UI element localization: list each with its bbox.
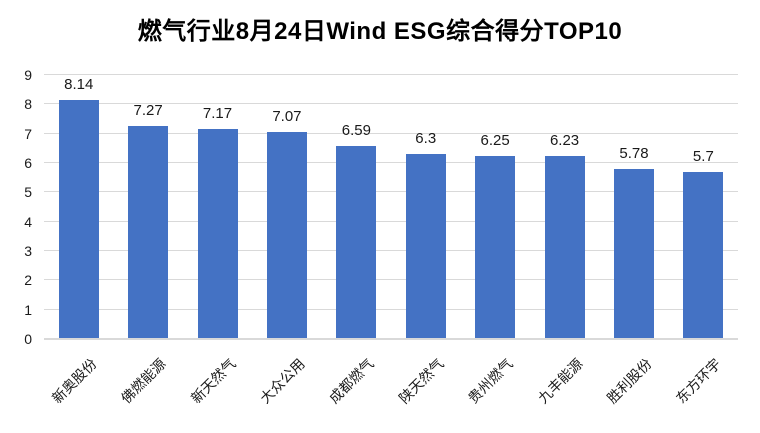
y-axis: 0 1 2 3 4 5 6 7 8 9 <box>0 67 36 347</box>
bar-value-label: 6.25 <box>480 131 510 149</box>
bar: 5.7 <box>683 148 724 339</box>
x-axis: 新奥股份 佛燃能源 新天然气 大众公用 成都燃气 陕天然气 贵州燃气 九丰能源 胜利股份 东方环宇 <box>44 339 738 433</box>
y-axis-label: 6 <box>24 155 32 171</box>
gridline <box>44 74 738 75</box>
bar-value-label: 8.14 <box>64 76 94 94</box>
y-axis-label: 2 <box>24 272 32 289</box>
x-axis-label: 陕天然气 <box>395 355 447 407</box>
x-axis-label: 新天然气 <box>187 355 239 407</box>
y-axis-label: 5 <box>24 184 32 201</box>
bar-value-label: 7.07 <box>272 107 302 125</box>
bar-slot: 8.14 <box>44 75 113 339</box>
y-axis-label: 1 <box>24 301 32 318</box>
bar-value-label: 6.23 <box>549 132 580 150</box>
y-axis-label: 4 <box>24 213 32 230</box>
bar: 6.3 <box>405 130 446 339</box>
x-axis-label: 成都燃气 <box>326 355 378 407</box>
gridline <box>44 279 738 281</box>
bar-slot: 6.59 <box>322 75 391 339</box>
bar: 6.23 <box>544 132 585 339</box>
gridline <box>44 250 738 251</box>
bar: 7.27 <box>128 102 169 339</box>
x-axis-label: 贵州燃气 <box>464 355 516 407</box>
plot-area: 8.14 7.27 7.17 7.07 6.59 6.3 6.25 6.23 5.78 5.7 <box>44 74 738 340</box>
bars: 8.14 7.27 7.17 7.07 6.59 6.3 6.25 6.23 5.78 5.7 <box>44 75 738 339</box>
y-axis-label: 7 <box>24 125 32 142</box>
bar-value-label: 6.3 <box>415 130 437 148</box>
bar: 8.14 <box>58 76 99 339</box>
gridlines <box>44 74 738 339</box>
gridline <box>44 162 738 163</box>
bar-slot: 6.23 <box>530 75 599 339</box>
bar: 7.17 <box>197 105 238 339</box>
chart-title: 燃气行业8月24日Wind ESG综合得分TOP10 <box>137 18 623 45</box>
bar-slot: 6.25 <box>460 75 529 339</box>
gridline <box>44 220 738 222</box>
bar-slot: 7.07 <box>252 75 321 339</box>
bar: 7.07 <box>266 108 307 339</box>
gridline <box>44 132 738 134</box>
x-axis-label: 九丰能源 <box>534 355 586 407</box>
bar-slot: 5.78 <box>599 75 668 339</box>
bar-slot: 7.27 <box>113 75 182 339</box>
x-axis-label: 东方环宇 <box>673 355 725 407</box>
bar-value-label: 7.17 <box>202 104 233 122</box>
bar-value-label: 5.7 <box>692 147 714 165</box>
x-axis-label: 新奥股份 <box>48 355 100 407</box>
bar-value-label: 7.27 <box>133 101 163 119</box>
y-axis-label: 8 <box>24 96 32 113</box>
bar: 6.25 <box>475 132 516 339</box>
y-axis-label: 3 <box>24 243 32 259</box>
x-axis-label: 大众公用 <box>256 355 308 407</box>
bar-value-label: 5.78 <box>619 145 649 163</box>
x-axis-label: 佛燃能源 <box>117 355 169 407</box>
x-axis-line <box>44 338 738 340</box>
gridline <box>44 191 738 193</box>
bar-slot: 6.3 <box>391 75 460 339</box>
bar: 6.59 <box>336 122 377 339</box>
bar-value-label: 6.59 <box>341 121 371 139</box>
y-axis-label: 9 <box>24 67 32 83</box>
x-axis-label: 胜利股份 <box>603 355 655 407</box>
bar-slot: 5.7 <box>669 75 738 339</box>
bar: 5.78 <box>613 145 654 339</box>
gridline <box>44 308 738 310</box>
y-axis-label: 0 <box>24 331 32 347</box>
bar-slot: 7.17 <box>183 75 252 339</box>
gridline <box>44 103 738 105</box>
